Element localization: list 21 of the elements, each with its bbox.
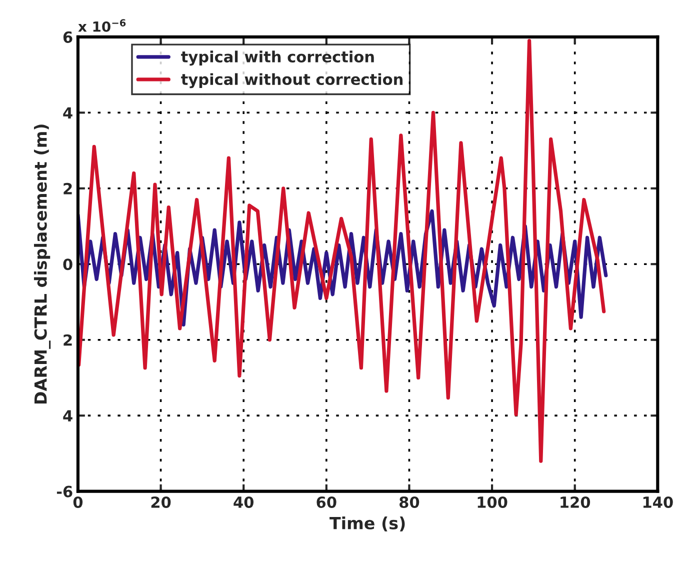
y-tick-label: -6 [56, 486, 72, 498]
x-tick-label: 60 [316, 496, 336, 508]
x-tick-label: 20 [151, 496, 171, 508]
x-tick-label: 0 [73, 496, 83, 508]
line-series [78, 38, 606, 463]
x-tick-label: 40 [234, 496, 254, 508]
x-axis-title: Time (s) [330, 516, 405, 532]
y-tick-label: 4 [63, 107, 72, 118]
y-tick-label: 6 [63, 31, 72, 43]
x-tick-label: 80 [400, 496, 420, 508]
x-tick-label: 140 [643, 496, 673, 508]
y-tick-label: 2 [64, 334, 72, 346]
y-tick-label: 2 [64, 182, 72, 194]
x-tick-label: 100 [478, 496, 508, 508]
y-axis-title: DARM_CTRL displacement (m) [34, 124, 51, 404]
legend-label: typical without correction [181, 73, 403, 88]
y-tick-label: 0 [63, 258, 72, 270]
legend-label: typical with correction [181, 50, 374, 66]
x-tick-label: 120 [560, 496, 590, 508]
y-tick-label: 4 [63, 410, 72, 422]
text: x 10$^{−6}$ [78, 19, 126, 32]
